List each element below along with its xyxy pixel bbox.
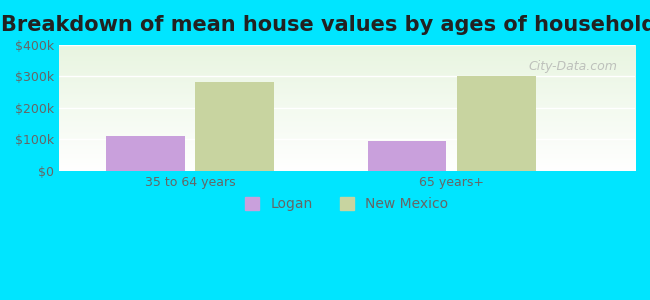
- Bar: [368, 141, 447, 171]
- Title: Breakdown of mean house values by ages of householders: Breakdown of mean house values by ages o…: [1, 15, 650, 35]
- Bar: [457, 76, 536, 171]
- Text: City-Data.com: City-Data.com: [529, 60, 617, 73]
- Legend: Logan, New Mexico: Logan, New Mexico: [240, 192, 454, 217]
- Bar: [195, 82, 274, 171]
- Bar: [106, 136, 185, 171]
